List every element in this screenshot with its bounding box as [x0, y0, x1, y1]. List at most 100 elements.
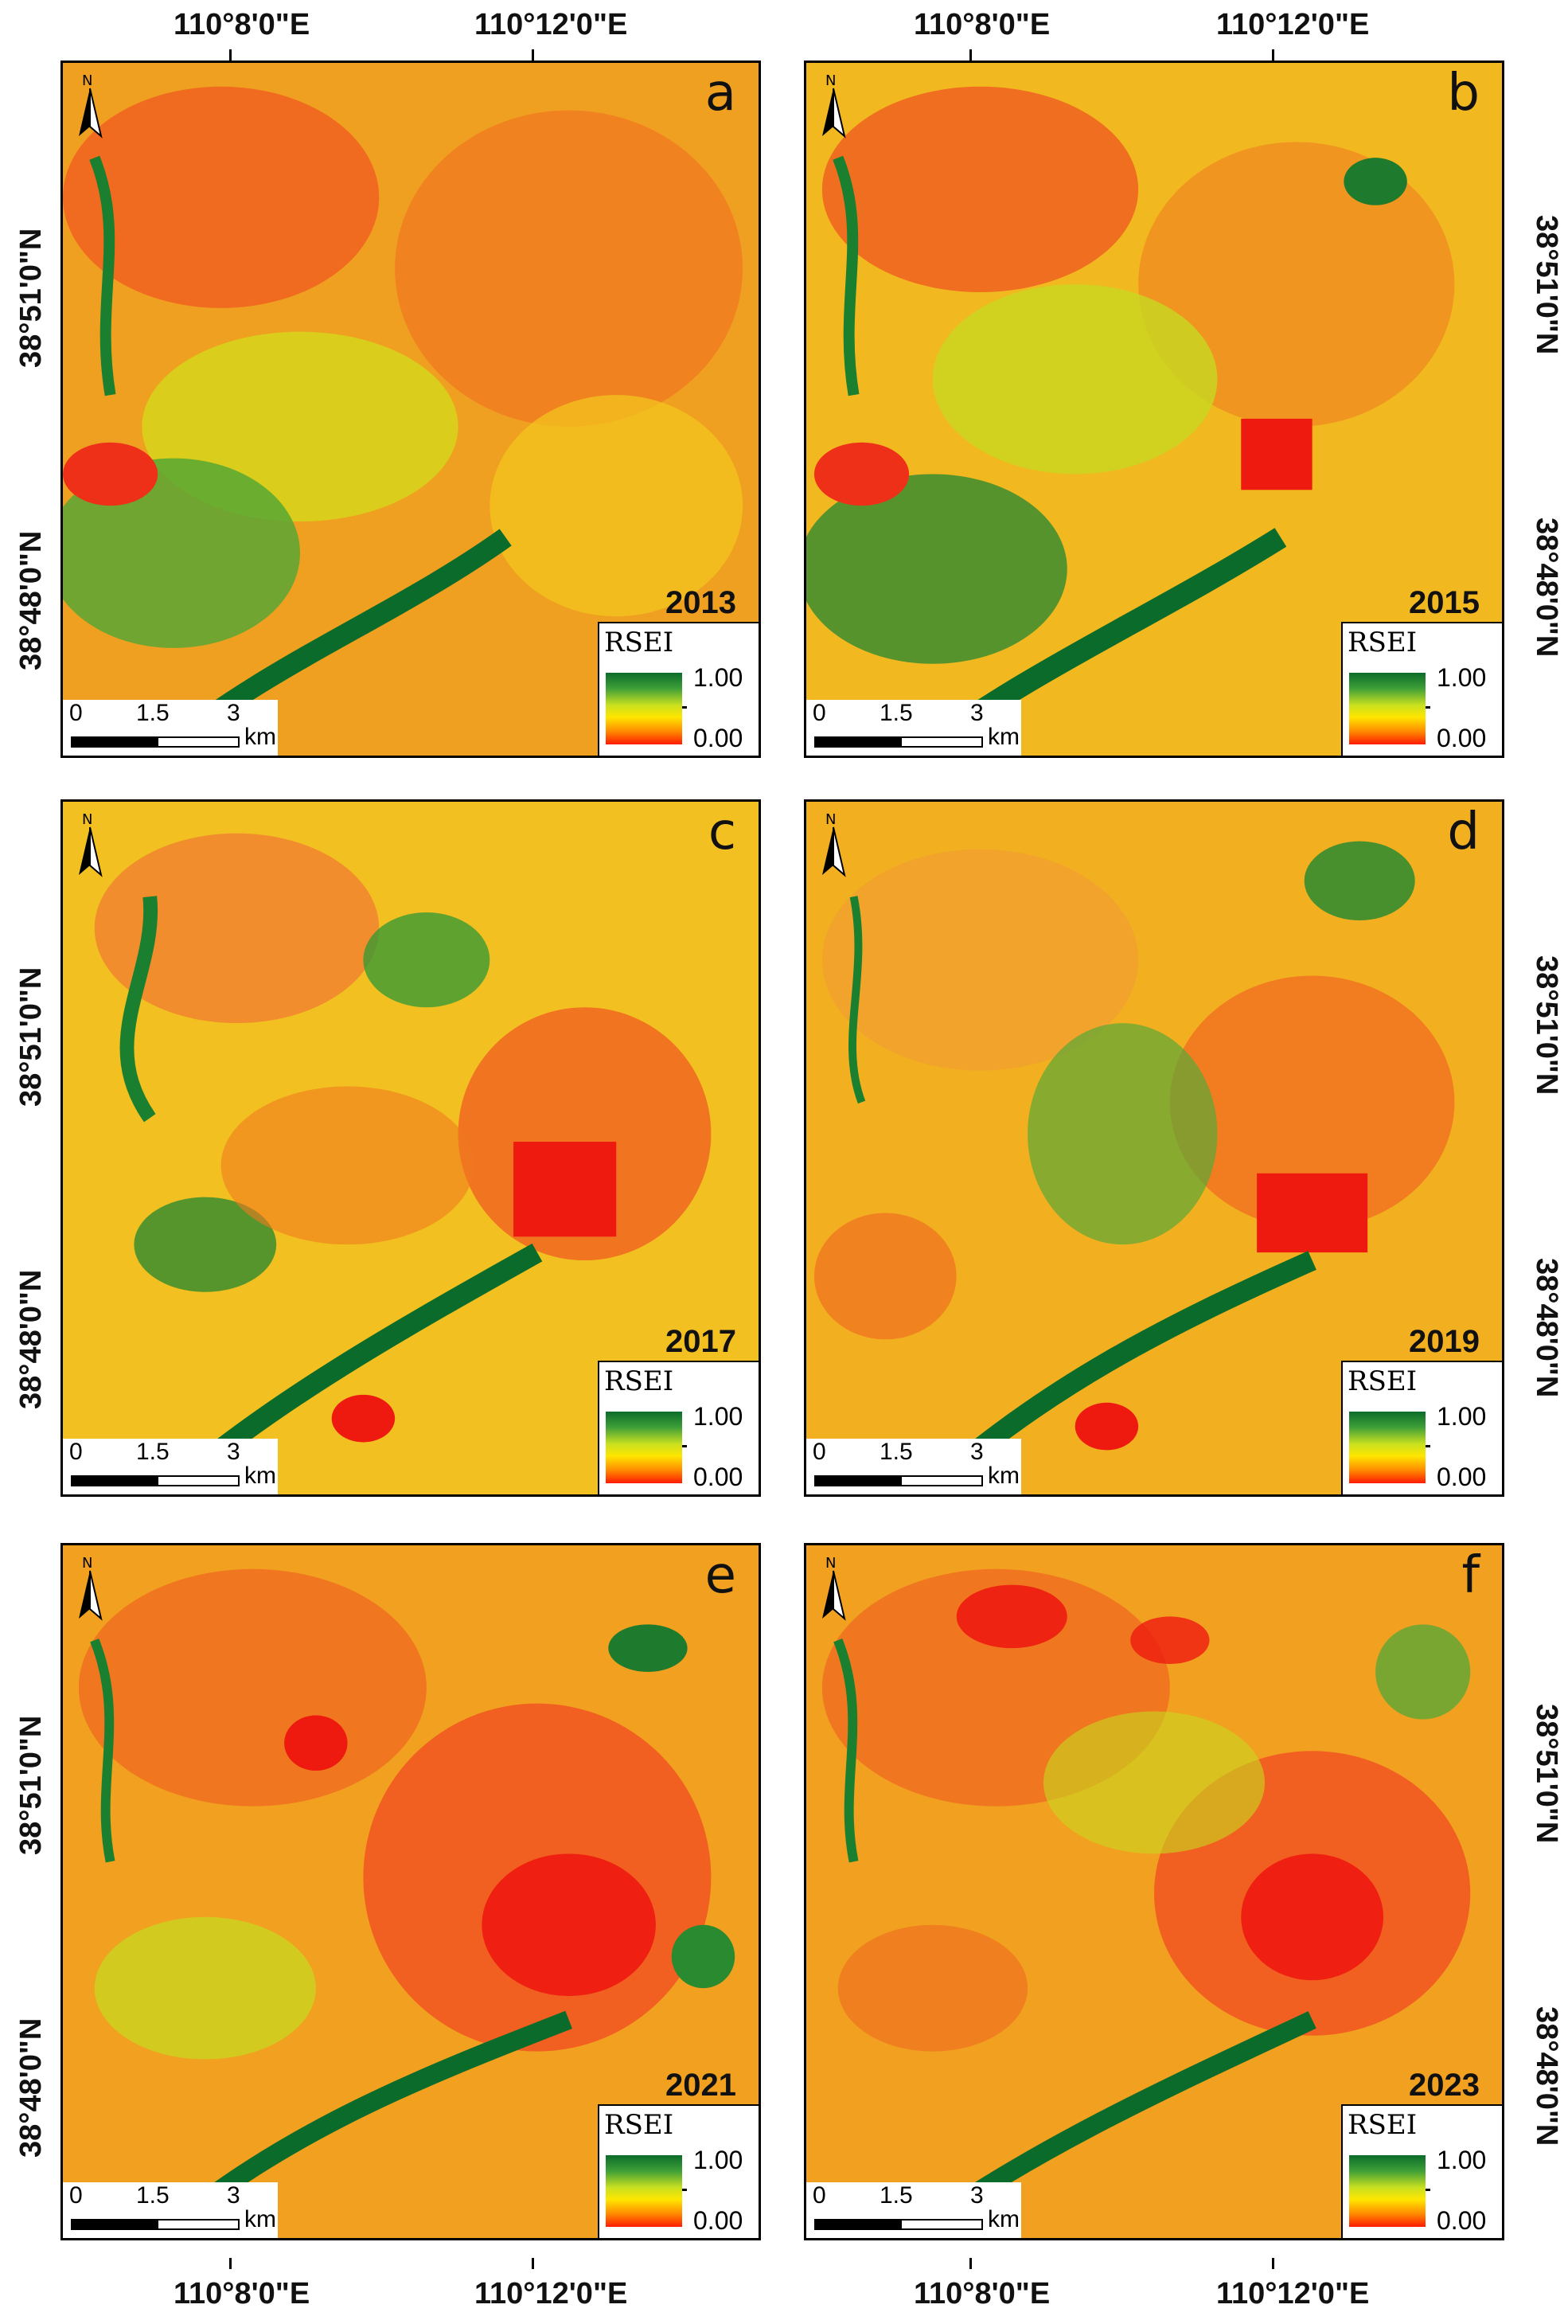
- north-label: N: [825, 1555, 836, 1572]
- tick-mark: [229, 2258, 232, 2269]
- rsei-legend: RSEI 1.00 0.00: [598, 622, 759, 756]
- legend-color-ramp: [606, 673, 682, 744]
- lon-label-top-left-1: 110°8'0"E: [174, 8, 310, 41]
- legend-title: RSEI: [604, 627, 674, 658]
- lat-label-left-row1-1: 38°51'0"N: [14, 228, 48, 368]
- legend-title: RSEI: [1348, 1365, 1418, 1397]
- lat-label-left-row1-2: 38°48'0"N: [14, 530, 48, 670]
- scale-label-0: 0: [69, 2182, 83, 2209]
- panel-letter: c: [708, 803, 736, 861]
- rsei-raster-b: [806, 63, 1502, 756]
- legend-max: 1.00: [693, 1402, 743, 1431]
- legend-tick: [682, 2189, 687, 2191]
- lon-label-top-left-2: 110°12'0"E: [474, 8, 628, 41]
- scale-segment-black: [814, 736, 900, 748]
- legend-min: 0.00: [1437, 724, 1487, 752]
- tick-mark: [969, 2258, 972, 2269]
- rsei-legend: RSEI 1.00 0.00: [1341, 2104, 1502, 2238]
- rsei-raster-a: [63, 63, 759, 756]
- rsei-legend: RSEI 1.00 0.00: [1341, 622, 1502, 756]
- scalebar: 0 1.5 3 km: [63, 2182, 278, 2238]
- legend-color-ramp: [606, 2155, 682, 2227]
- lat-label-right-row2-1: 38°51'0"N: [1530, 955, 1563, 1096]
- north-arrow-icon: N: [79, 811, 103, 877]
- scale-segment-white: [157, 2219, 240, 2230]
- panel-letter: b: [1447, 64, 1480, 123]
- rsei-legend: RSEI 1.00 0.00: [1341, 1361, 1502, 1494]
- tick-mark: [1272, 49, 1274, 61]
- legend-color-ramp: [1349, 673, 1426, 744]
- scale-unit: km: [244, 1463, 276, 1489]
- lat-label-right-row1-2: 38°48'0"N: [1530, 518, 1563, 658]
- tick-mark: [532, 49, 534, 61]
- panel-letter: d: [1447, 803, 1480, 861]
- legend-tick: [682, 1445, 687, 1447]
- north-label: N: [82, 72, 92, 89]
- scale-segment-black: [71, 736, 157, 748]
- panel-year: 2013: [665, 585, 736, 620]
- panel-year: 2015: [1409, 585, 1480, 620]
- scale-label-3: 3: [227, 2182, 240, 2209]
- scale-segment-white: [157, 1475, 240, 1486]
- lon-label-bottom-left-2: 110°12'0"E: [474, 2277, 628, 2310]
- scalebar: 0 1.5 3 km: [806, 700, 1021, 756]
- lon-label-top-right-1: 110°8'0"E: [914, 8, 1051, 41]
- scale-unit: km: [244, 724, 276, 750]
- scale-segment-black: [814, 1475, 900, 1486]
- map-panel-a: N a 2013 0 1.5 3 km RSEI 1.00 0.00: [60, 61, 761, 758]
- legend-tick: [682, 706, 687, 709]
- lat-label-right-row3-1: 38°51'0"N: [1530, 1704, 1563, 1844]
- scale-label-1-5: 1.5: [880, 2182, 913, 2209]
- north-label: N: [825, 811, 836, 828]
- lat-label-left-row2-1: 38°51'0"N: [14, 967, 48, 1107]
- legend-title: RSEI: [1348, 2109, 1418, 2141]
- scale-label-3: 3: [970, 2182, 984, 2209]
- legend-min: 0.00: [1437, 2206, 1487, 2235]
- map-panel-b: N b 2015 0 1.5 3 km RSEI 1.00 0.00: [804, 61, 1504, 758]
- lon-label-bottom-left-1: 110°8'0"E: [174, 2277, 310, 2310]
- legend-max: 1.00: [693, 663, 743, 692]
- legend-title: RSEI: [604, 1365, 674, 1397]
- lon-label-top-right-2: 110°12'0"E: [1216, 8, 1370, 41]
- scalebar: 0 1.5 3 km: [63, 1439, 278, 1494]
- legend-title: RSEI: [1348, 627, 1418, 658]
- lon-label-bottom-right-2: 110°12'0"E: [1216, 2277, 1370, 2310]
- rsei-raster-c: [63, 802, 759, 1494]
- scale-label-3: 3: [227, 1439, 240, 1465]
- scale-label-1-5: 1.5: [136, 700, 170, 726]
- scale-segment-white: [900, 736, 983, 748]
- map-panel-c: N c 2017 0 1.5 3 km RSEI 1.00 0.00: [60, 799, 761, 1497]
- panel-year: 2017: [665, 1324, 736, 1359]
- map-panel-f: N f 2023 0 1.5 3 km RSEI 1.00 0.00: [804, 1543, 1504, 2240]
- legend-min: 0.00: [693, 2206, 743, 2235]
- scale-label-0: 0: [813, 2182, 826, 2209]
- legend-color-ramp: [1349, 1412, 1426, 1483]
- scale-unit: km: [244, 2206, 276, 2232]
- legend-min: 0.00: [693, 724, 743, 752]
- legend-max: 1.00: [1437, 1402, 1487, 1431]
- north-label: N: [82, 1555, 92, 1572]
- lat-label-left-row2-2: 38°48'0"N: [14, 1269, 48, 1409]
- north-arrow-icon: N: [822, 72, 846, 139]
- legend-color-ramp: [606, 1412, 682, 1483]
- scalebar: 0 1.5 3 km: [63, 700, 278, 756]
- lat-label-right-row3-2: 38°48'0"N: [1530, 2006, 1563, 2146]
- legend-max: 1.00: [1437, 2146, 1487, 2174]
- rsei-legend: RSEI 1.00 0.00: [598, 2104, 759, 2238]
- panel-letter: a: [704, 64, 736, 123]
- scale-segment-black: [814, 2219, 900, 2230]
- north-label: N: [82, 811, 92, 828]
- tick-mark: [969, 49, 972, 61]
- legend-min: 0.00: [693, 1463, 743, 1491]
- lat-label-left-row3-2: 38°48'0"N: [14, 2017, 48, 2158]
- scale-label-1-5: 1.5: [136, 2182, 170, 2209]
- lat-label-right-row2-2: 38°48'0"N: [1530, 1258, 1563, 1398]
- map-panel-e: N e 2021 0 1.5 3 km RSEI 1.00 0.00: [60, 1543, 761, 2240]
- north-arrow-icon: N: [822, 1555, 846, 1621]
- legend-max: 1.00: [1437, 663, 1487, 692]
- north-arrow-icon: N: [79, 72, 103, 139]
- rsei-legend: RSEI 1.00 0.00: [598, 1361, 759, 1494]
- tick-mark: [1272, 2258, 1274, 2269]
- lat-label-right-row1-1: 38°51'0"N: [1530, 215, 1563, 355]
